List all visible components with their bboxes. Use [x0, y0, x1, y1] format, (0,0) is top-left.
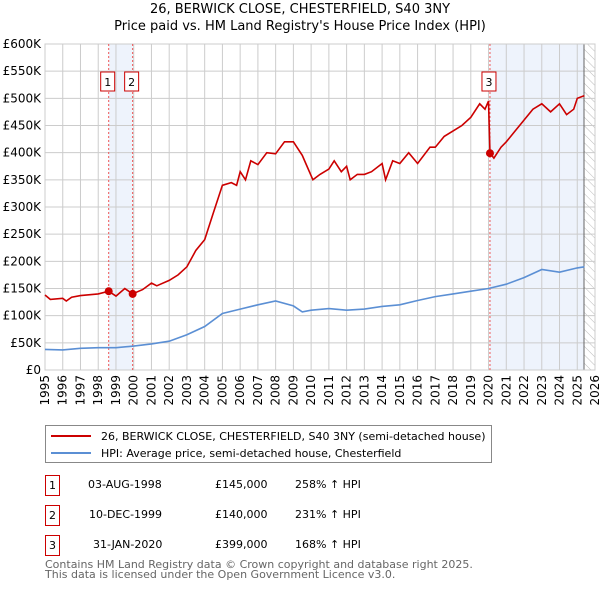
- sale-label: 2: [128, 76, 135, 89]
- price-chart: £0 £50K £100K £150K £200K £250K £300K £350K £400…: [3, 37, 600, 406]
- x-tick-label: 2017: [428, 375, 442, 406]
- x-tick-label: 1995: [38, 375, 52, 406]
- transaction-price: £399,000: [215, 538, 268, 551]
- x-tick-label: 2004: [198, 375, 212, 406]
- x-tick-label: 2013: [357, 375, 371, 406]
- transaction-date: 03-AUG-1998: [88, 478, 162, 491]
- x-tick-label: 2001: [144, 375, 158, 406]
- legend-label-hpi: HPI: Average price, semi-detached house,…: [101, 446, 402, 460]
- chart-title: 26, BERWICK CLOSE, CHESTERFIELD, S40 3NY: [149, 2, 451, 17]
- x-tick-label: 2008: [269, 375, 283, 406]
- transaction-marker: 3: [45, 535, 60, 556]
- legend-item-hpi: HPI: Average price, semi-detached house,…: [46, 445, 401, 461]
- hpi-series-line: [44, 266, 585, 351]
- x-tick-label: 2005: [215, 375, 229, 406]
- transaction-marker: 2: [45, 505, 60, 526]
- y-tick-label: £300K: [3, 200, 43, 214]
- y-tick-label: £400K: [3, 146, 43, 160]
- x-tick-label: 2022: [517, 375, 531, 406]
- x-tick-label: 2003: [180, 375, 194, 406]
- y-tick-label: £100K: [3, 309, 43, 323]
- transaction-hpi: 231% ↑ HPI: [295, 508, 361, 521]
- transaction-hpi: 168% ↑ HPI: [295, 538, 361, 551]
- y-tick-label: £600K: [3, 37, 43, 51]
- transaction-hpi: 258% ↑ HPI: [295, 478, 361, 491]
- x-tick-label: 1997: [73, 375, 87, 406]
- x-tick-label: 2006: [233, 375, 247, 406]
- x-tick-label: 2014: [375, 375, 389, 406]
- y-tick-label: £150K: [3, 282, 43, 296]
- transaction-date: 31-JAN-2020: [93, 538, 163, 551]
- y-tick-label: £350K: [3, 173, 43, 187]
- x-tick-label: 2024: [553, 375, 567, 406]
- y-tick-label: £500K: [3, 91, 43, 105]
- x-tick-label: 2002: [162, 375, 176, 406]
- sale-label-box: [481, 71, 497, 92]
- footer: Contains HM Land Registry data © Crown c…: [45, 558, 473, 581]
- plot-border: [44, 43, 596, 371]
- sale-label-box: [124, 71, 140, 92]
- x-tick-label: 2012: [340, 375, 354, 406]
- transaction-price: £145,000: [215, 478, 268, 491]
- sale-point: [485, 149, 494, 158]
- sale-label: 1: [104, 76, 111, 89]
- x-tick-label: 2011: [322, 375, 336, 406]
- x-tick-label: 2025: [570, 375, 584, 406]
- transaction-date: 10-DEC-1999: [89, 508, 163, 521]
- x-tick-label: 2018: [446, 375, 460, 406]
- x-tick-label: 2009: [286, 375, 300, 406]
- x-tick-label: 1999: [109, 375, 123, 406]
- legend: 26, BERWICK CLOSE, CHESTERFIELD, S40 3NY…: [45, 425, 492, 463]
- legend-label-property: 26, BERWICK CLOSE, CHESTERFIELD, S40 3NY…: [101, 429, 486, 443]
- legend-item-property: 26, BERWICK CLOSE, CHESTERFIELD, S40 3NY…: [46, 428, 486, 444]
- sale-label-box: [100, 71, 116, 92]
- transaction-price: £140,000: [215, 508, 268, 521]
- y-tick-label: £200K: [3, 254, 43, 268]
- legend-swatch-property: [51, 435, 91, 437]
- x-tick-label: 2000: [127, 375, 141, 406]
- x-tick-label: 2010: [304, 375, 318, 406]
- y-tick-label: £50K: [10, 336, 42, 350]
- x-tick-label: 1996: [56, 375, 70, 406]
- legend-swatch-hpi: [51, 452, 91, 454]
- chart-subtitle: Price paid vs. HM Land Registry's House …: [114, 19, 486, 34]
- x-tick-label: 2016: [411, 375, 425, 406]
- y-tick-label: £250K: [3, 227, 43, 241]
- x-tick-label: 1998: [91, 375, 105, 406]
- transaction-marker: 1: [45, 475, 60, 496]
- x-tick-label: 2023: [535, 375, 549, 406]
- footer-licence: This data is licensed under the Open Gov…: [45, 568, 396, 581]
- y-tick-label: £550K: [3, 64, 43, 78]
- y-tick-label: £450K: [3, 119, 43, 133]
- x-tick-label: 2026: [588, 375, 600, 406]
- sale-label: 3: [485, 76, 492, 89]
- x-tick-label: 2007: [251, 375, 265, 406]
- footer-copyright: Contains HM Land Registry data © Crown c…: [45, 558, 473, 571]
- x-tick-label: 2015: [393, 375, 407, 406]
- x-tick-label: 2019: [464, 375, 478, 406]
- x-tick-label: 2021: [499, 375, 513, 406]
- sale-point: [128, 289, 137, 298]
- property-series-line: [44, 94, 585, 302]
- x-tick-label: 2020: [482, 375, 496, 406]
- y-tick-label: £0: [26, 363, 41, 377]
- sale-point: [104, 287, 113, 296]
